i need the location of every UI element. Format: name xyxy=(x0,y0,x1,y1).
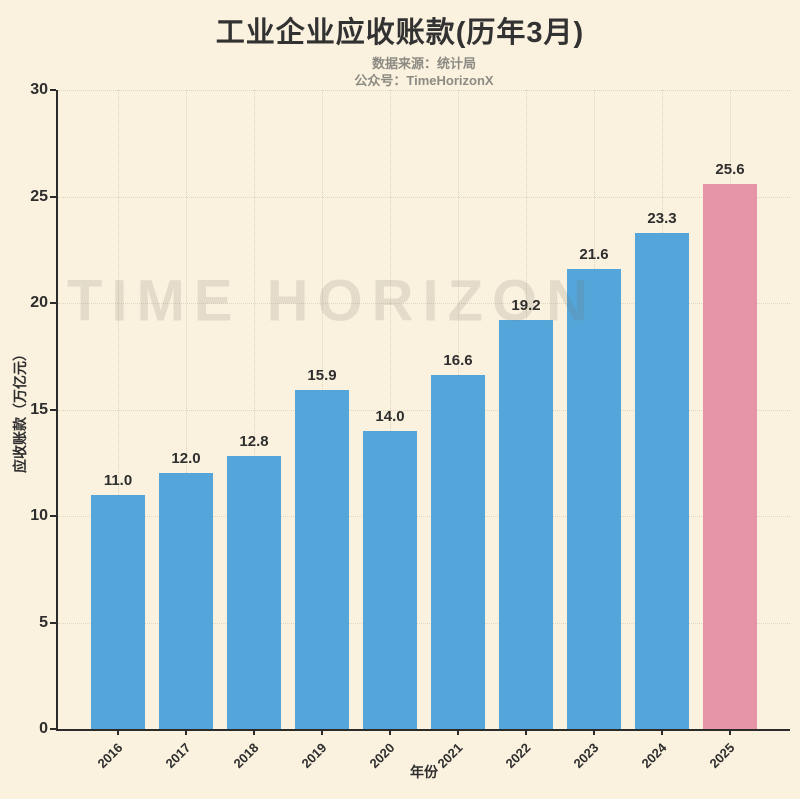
bar-value-2023: 21.6 xyxy=(579,246,609,263)
x-axis-title: 年份 xyxy=(410,764,438,780)
x-tick-2023 xyxy=(593,731,595,735)
y-tick-label-5: 5 xyxy=(39,613,48,631)
plot-area: 11.0 12.0 12.8 15.9 14.0 16.6 19.2 21.6 23.3 25.6 xyxy=(58,90,790,729)
x-tick-2018 xyxy=(253,731,255,735)
y-tick-label-15: 15 xyxy=(30,400,48,418)
bar-value-2020: 14.0 xyxy=(375,408,405,425)
gridline-x-2018 xyxy=(254,90,255,729)
bar-2025 xyxy=(703,184,757,729)
y-tick-15 xyxy=(50,408,56,411)
bar-value-2017: 12.0 xyxy=(171,450,201,467)
gridline-x-2016 xyxy=(118,90,119,729)
y-tick-20 xyxy=(50,302,56,304)
y-tick-label-25: 25 xyxy=(30,187,48,205)
bar-value-2025: 25.6 xyxy=(715,161,745,178)
y-tick-0 xyxy=(50,728,56,730)
gridline-y-25 xyxy=(58,196,790,198)
x-tick-2016 xyxy=(117,731,119,735)
bar-2018 xyxy=(227,456,281,729)
bar-2019 xyxy=(295,390,349,729)
bar-value-2016: 11.0 xyxy=(103,472,133,489)
bar-2016 xyxy=(91,495,145,729)
bar-2017 xyxy=(159,473,213,729)
x-tick-2019 xyxy=(321,731,323,735)
y-tick-5 xyxy=(50,621,56,624)
chart-subtitle-source: 数据来源：统计局 xyxy=(371,56,476,71)
x-tick-2020 xyxy=(389,731,391,735)
y-tick-label-0: 0 xyxy=(39,720,48,737)
gridline-x-2020 xyxy=(390,90,391,729)
y-tick-label-20: 20 xyxy=(30,294,48,311)
y-tick-label-30: 30 xyxy=(30,81,48,98)
chart-subtitle-account: 公众号：TimeHorizonX xyxy=(354,73,494,88)
gridline-y-15 xyxy=(58,409,790,411)
gridline-y-10 xyxy=(58,516,790,517)
bar-value-2022: 19.2 xyxy=(511,297,541,314)
bar-value-2018: 12.8 xyxy=(239,433,269,450)
gridline-x-2017 xyxy=(186,90,187,729)
bar-2024 xyxy=(635,233,689,729)
bar-value-2019: 15.9 xyxy=(307,367,337,384)
y-tick-30 xyxy=(50,89,56,91)
gridline-y-30 xyxy=(58,90,790,91)
x-axis-line xyxy=(56,729,790,731)
x-tick-2024 xyxy=(661,731,663,735)
bar-value-2024: 23.3 xyxy=(647,210,677,227)
bar-2022 xyxy=(499,320,553,729)
bar-2021 xyxy=(431,375,485,729)
bar-value-2021: 16.6 xyxy=(443,352,473,369)
y-tick-10 xyxy=(50,515,56,517)
y-tick-25 xyxy=(50,195,56,198)
gridline-y-5 xyxy=(58,622,790,624)
bar-2023 xyxy=(567,269,621,729)
bar-2020 xyxy=(363,431,417,729)
x-tick-2025 xyxy=(729,731,731,735)
x-tick-2022 xyxy=(525,731,527,735)
y-tick-label-10: 10 xyxy=(30,507,48,524)
gridline-y-20 xyxy=(58,303,790,304)
x-tick-2021 xyxy=(457,731,459,735)
y-axis-line xyxy=(56,90,58,731)
chart-title: 工业企业应收账款(历年3月) xyxy=(215,17,585,49)
x-tick-2017 xyxy=(185,731,187,735)
